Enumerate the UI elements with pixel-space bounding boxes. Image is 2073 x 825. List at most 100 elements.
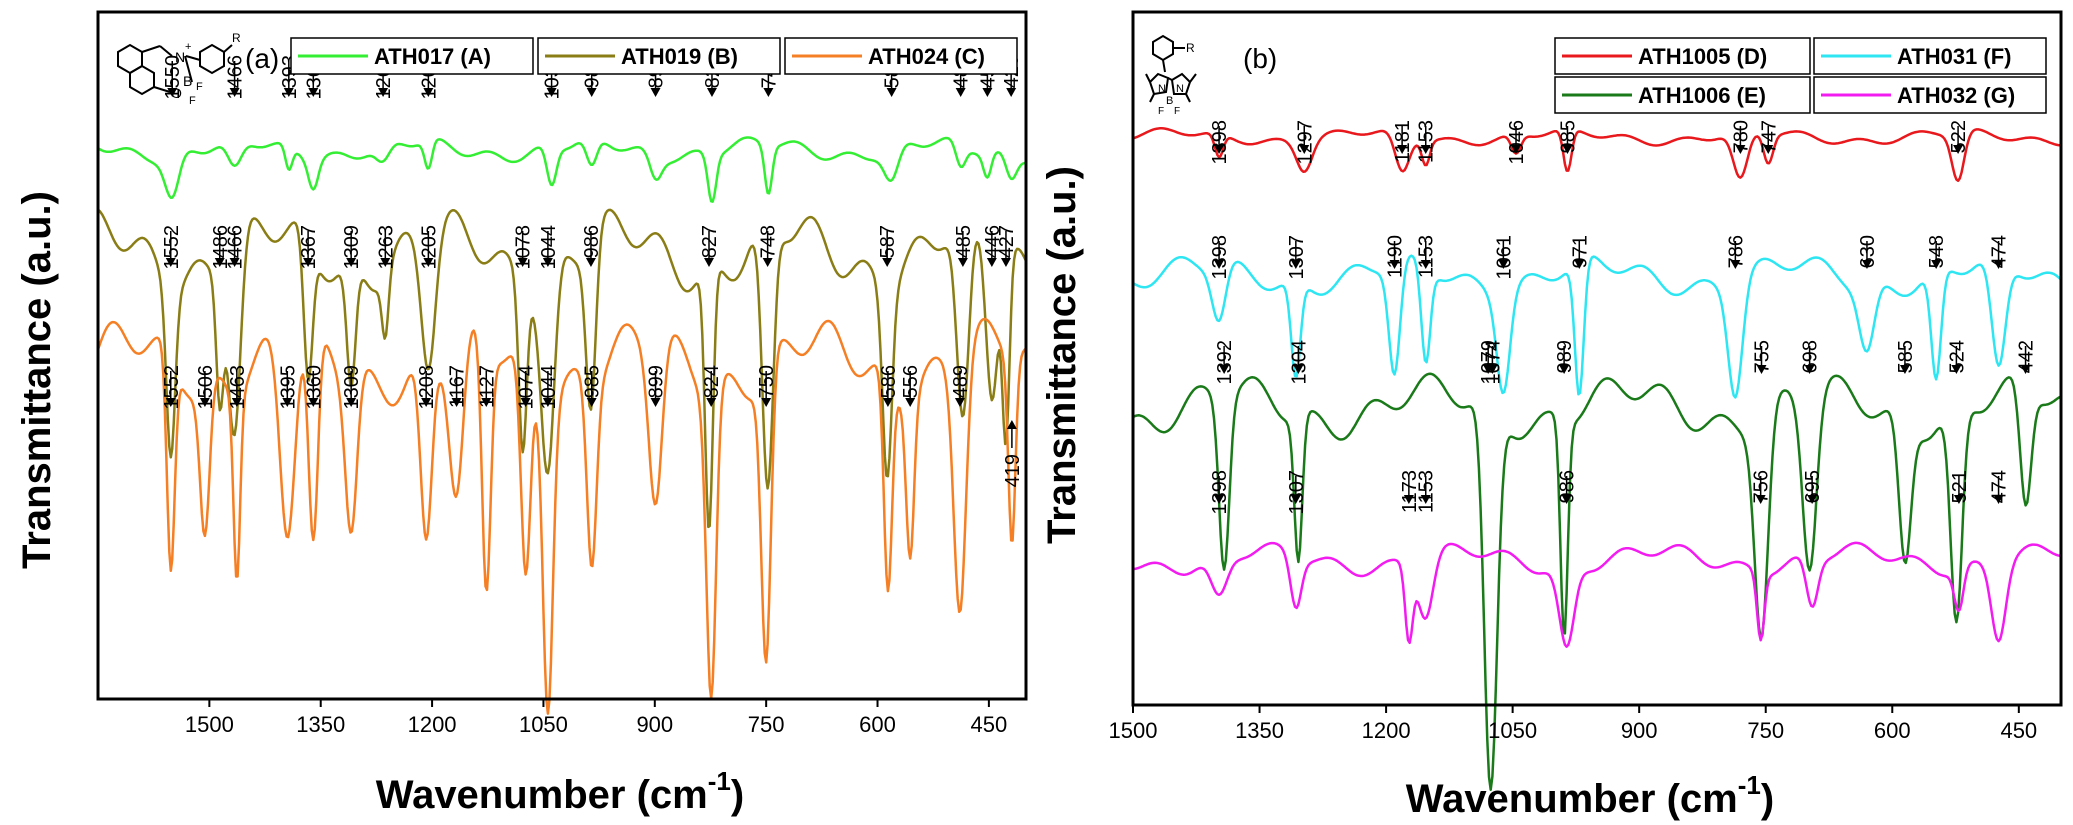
peak-arrow-head [1993,260,2004,269]
peak-arrow-head [1006,88,1017,97]
x-tick-label: 1200 [1362,718,1411,743]
peak-arrow-head [1953,495,1964,504]
peak-label: 556 [900,365,922,398]
molecule-a-o-label: O [171,85,182,101]
peak-annotation: 1078 [513,225,535,270]
x-tick-label: 1200 [408,712,457,737]
peak-arrow-head [229,258,240,267]
peak-annotation: 1263 [375,225,397,270]
peak-annotation: 1309 [341,365,363,410]
x-tick-label: 1500 [1109,718,1158,743]
peak-label: 1153 [1416,470,1438,513]
peak-arrow-head [1403,495,1414,504]
peak-arrow-head [542,398,553,407]
peak-arrow-head [1290,260,1301,269]
panel-b: Transmittance (a.u.) 1398 1297 1181 1153 104… [1040,10,2063,821]
peak-annotation: 1398 [1209,120,1231,165]
legend-a-label-3: ATH024 (C) [868,44,985,69]
peak-annotation: 827 [699,225,721,267]
peak-annotation: 1398 [1209,470,1231,515]
peak-label: 899 [646,365,668,398]
peak-annotation: 1486 [210,225,232,270]
peak-annotation: 824 [701,365,723,407]
peak-arrow-head [954,398,965,407]
peak-arrow-head [586,88,597,97]
peak-annotation: 786 [1725,235,1747,269]
spectrum-line [97,136,1027,203]
peak-arrow-head [378,88,389,97]
peak-annotation: 1153 [1416,235,1438,278]
peak-annotation: 695 [1802,470,1824,504]
panel-a-xlabel-main: Wavenumber (cm [376,773,708,817]
peak-label: 1297 [1294,120,1316,165]
legend-b-label-2: ATH031 (F) [1897,44,2012,69]
panel-a-ylabel: Transmittance (a.u.) [15,191,59,569]
peak-arrow-head [282,398,293,407]
peak-annotation: 899 [646,365,668,407]
peak-annotation: 1173 [1399,470,1421,513]
peak-annotation: 1046 [1506,120,1528,165]
peak-arrow-head [1420,260,1431,269]
peak-annotation: 1153 [1416,470,1438,513]
peak-arrow-head [1389,260,1400,269]
peak-annotation: 548 [1926,235,1948,269]
panel-a-xlabel: Wavenumber (cm-1) [376,766,744,817]
panel-b-legend: ATH1005 (D) ATH031 (F) ATH1006 (E) ATH03… [1554,37,2047,114]
peak-arrow-head [882,398,893,407]
peak-arrow-head [1756,365,1767,374]
spectrum-line [1132,372,2062,791]
peak-arrow-head [1574,260,1585,269]
peak-annotation: 522 [1948,120,1970,154]
peak-annotation: 985 [582,365,604,407]
peak-arrow-head [1000,258,1011,267]
peak-annotation: 986 [581,225,603,267]
peak-arrow-head [1899,365,1910,374]
x-tick-label: 1500 [185,712,234,737]
peak-arrow-head [421,398,432,407]
panel-b-ylabel: Transmittance (a.u.) [1040,166,1084,544]
x-tick-label: 900 [636,712,673,737]
x-tick-label: 900 [1621,718,1658,743]
peak-annotation: 1552 [161,225,183,270]
peak-annotation: 1463 [227,365,249,410]
spectrum-line [1132,254,2062,399]
peak-annotation: 1208 [416,365,438,410]
peak-arrow-head [1807,495,1818,504]
molecule-b-structure [1145,34,1197,103]
peak-arrow-head [1483,365,1494,374]
peak-label: 748 [758,225,780,258]
peak-label: 827 [699,225,721,258]
peak-annotation: 585 [1895,340,1917,374]
peak-arrow-head [1951,365,1962,374]
x-tick-label: 1350 [296,712,345,737]
x-tick-label: 600 [859,712,896,737]
peak-label: 1398 [1209,120,1231,165]
panel-b-xlabel-sup: -1 [1738,770,1761,800]
peak-arrow-head [520,398,531,407]
peak-label: 586 [878,365,900,398]
peak-annotation: 524 [1946,340,1968,374]
molecule-a-r-label: R [232,31,241,45]
molecule-a-b-label: B [183,73,192,89]
peak-annotation: 485 [953,225,975,267]
peak-annotation: 989 [1554,340,1576,374]
peak-label: 1046 [1506,120,1528,165]
peak-label: 1398 [1209,470,1231,515]
peak-arrow-head [1293,365,1304,374]
panel-b-frame [1131,10,2063,707]
panel-b-label: (b) [1243,43,1277,74]
molecule-a-f1-label: F [196,81,203,93]
peak-arrow-head [1299,145,1310,154]
peak-label: 587 [877,225,899,258]
x-tick-label: 600 [1874,718,1911,743]
peak-arrow-head [986,258,997,267]
peak-arrow-head [308,88,319,97]
molecule-a-structure [117,43,233,96]
peak-arrow-head [1861,260,1872,269]
peak-annotation: 1307 [1286,235,1308,280]
peak-annotation: 1309 [341,225,363,270]
spectrum-line [96,317,1027,715]
panel-b-xlabel-main: Wavenumber (cm [1406,777,1738,821]
peak-arrow-head [905,398,916,407]
peak-label: 985 [582,365,604,398]
